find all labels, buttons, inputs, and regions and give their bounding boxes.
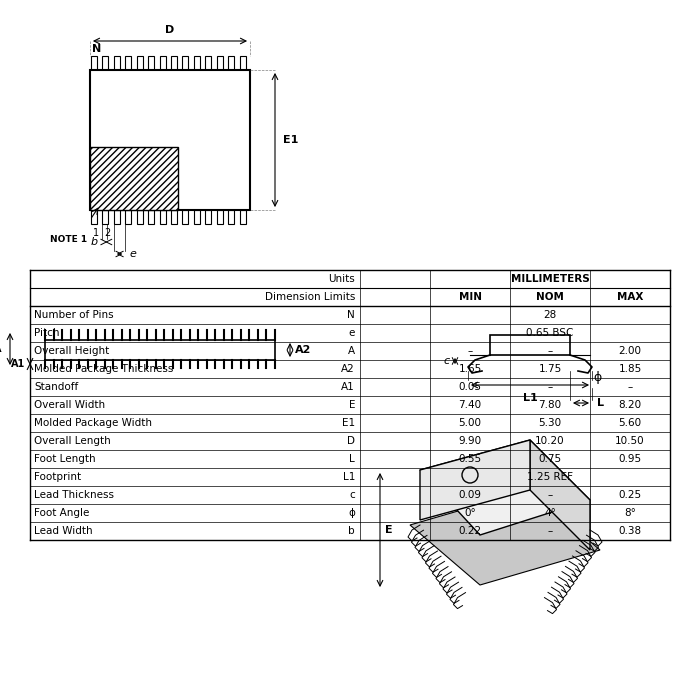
Text: b: b	[349, 526, 355, 536]
Text: A1: A1	[10, 359, 25, 369]
Text: Foot Angle: Foot Angle	[34, 508, 90, 518]
Text: e: e	[349, 328, 355, 338]
Text: 0.95: 0.95	[618, 454, 642, 464]
Text: L: L	[597, 398, 604, 408]
Text: 0°: 0°	[464, 508, 476, 518]
Polygon shape	[420, 440, 590, 535]
Text: 4°: 4°	[544, 508, 556, 518]
Text: 5.60: 5.60	[618, 418, 642, 428]
Text: –: –	[547, 490, 552, 500]
Text: 1: 1	[92, 228, 99, 238]
Text: 10.50: 10.50	[615, 436, 645, 446]
Text: Dimension Limits: Dimension Limits	[265, 292, 355, 302]
Text: NOTE 1: NOTE 1	[50, 235, 87, 244]
Text: A: A	[348, 346, 355, 356]
Bar	[490, 335, 570, 355]
Text: MAX: MAX	[617, 292, 643, 302]
Text: 7.40: 7.40	[458, 400, 482, 410]
Text: ϕ: ϕ	[594, 370, 602, 384]
Text: Lead Width: Lead Width	[34, 526, 92, 536]
Text: 0.25: 0.25	[618, 490, 642, 500]
Text: E: E	[385, 525, 393, 535]
Text: e: e	[130, 249, 136, 259]
Bar	[45, 340, 275, 360]
Text: 1.65: 1.65	[458, 364, 482, 374]
Polygon shape	[530, 440, 590, 550]
Text: Molded Package Width: Molded Package Width	[34, 418, 152, 428]
Text: 2.00: 2.00	[619, 346, 641, 356]
Text: N: N	[347, 310, 355, 320]
Text: N: N	[92, 44, 102, 54]
Text: 0.65 BSC: 0.65 BSC	[526, 328, 574, 338]
Text: 5.00: 5.00	[458, 418, 482, 428]
Text: 28: 28	[543, 310, 556, 320]
Text: c: c	[349, 490, 355, 500]
Text: –: –	[468, 346, 472, 356]
Text: Pitch: Pitch	[34, 328, 60, 338]
Polygon shape	[90, 70, 250, 210]
Text: 0.75: 0.75	[538, 454, 561, 464]
Text: 8°: 8°	[624, 508, 636, 518]
Text: Molded Package Thickness: Molded Package Thickness	[34, 364, 174, 374]
Text: Overall Length: Overall Length	[34, 436, 111, 446]
Text: Footprint: Footprint	[34, 472, 81, 482]
Text: E: E	[349, 400, 355, 410]
Text: –: –	[547, 382, 552, 392]
Text: E1: E1	[342, 418, 355, 428]
Text: MILLIMETERS: MILLIMETERS	[510, 274, 589, 284]
Text: –: –	[547, 526, 552, 536]
Bar	[90, 147, 178, 210]
Text: Number of Pins: Number of Pins	[34, 310, 113, 320]
Text: 0.05: 0.05	[458, 382, 482, 392]
Text: Overall Width: Overall Width	[34, 400, 105, 410]
Text: c: c	[444, 356, 450, 366]
Text: Foot Length: Foot Length	[34, 454, 96, 464]
Text: MIN: MIN	[458, 292, 482, 302]
Text: 7.80: 7.80	[538, 400, 561, 410]
Text: 10.20: 10.20	[536, 436, 565, 446]
Text: D: D	[165, 25, 174, 35]
Text: NOM: NOM	[536, 292, 564, 302]
Text: 0.38: 0.38	[618, 526, 642, 536]
Text: A2: A2	[295, 345, 312, 355]
Text: b: b	[90, 237, 97, 247]
Text: Units: Units	[328, 274, 355, 284]
Polygon shape	[420, 440, 530, 520]
Text: 0.55: 0.55	[458, 454, 482, 464]
Text: A2: A2	[342, 364, 355, 374]
Text: 1.85: 1.85	[618, 364, 642, 374]
Text: –: –	[547, 346, 552, 356]
Text: L1: L1	[523, 393, 538, 403]
Text: E1: E1	[283, 135, 298, 145]
Text: 1.25 REF: 1.25 REF	[527, 472, 573, 482]
Text: ϕ: ϕ	[348, 508, 355, 518]
Text: 9.90: 9.90	[458, 436, 482, 446]
Text: D: D	[347, 436, 355, 446]
Text: A: A	[0, 344, 2, 354]
Text: Standoff: Standoff	[34, 382, 78, 392]
Text: 5.30: 5.30	[538, 418, 561, 428]
Text: Overall Height: Overall Height	[34, 346, 109, 356]
Text: –: –	[627, 382, 633, 392]
Text: A1: A1	[342, 382, 355, 392]
Text: 1.75: 1.75	[538, 364, 561, 374]
Text: Lead Thickness: Lead Thickness	[34, 490, 114, 500]
Text: 0.09: 0.09	[458, 490, 482, 500]
Text: L: L	[349, 454, 355, 464]
Text: 2: 2	[104, 228, 111, 238]
Text: L1: L1	[342, 472, 355, 482]
Text: 0.22: 0.22	[458, 526, 482, 536]
Text: 8.20: 8.20	[618, 400, 642, 410]
Polygon shape	[410, 490, 600, 585]
